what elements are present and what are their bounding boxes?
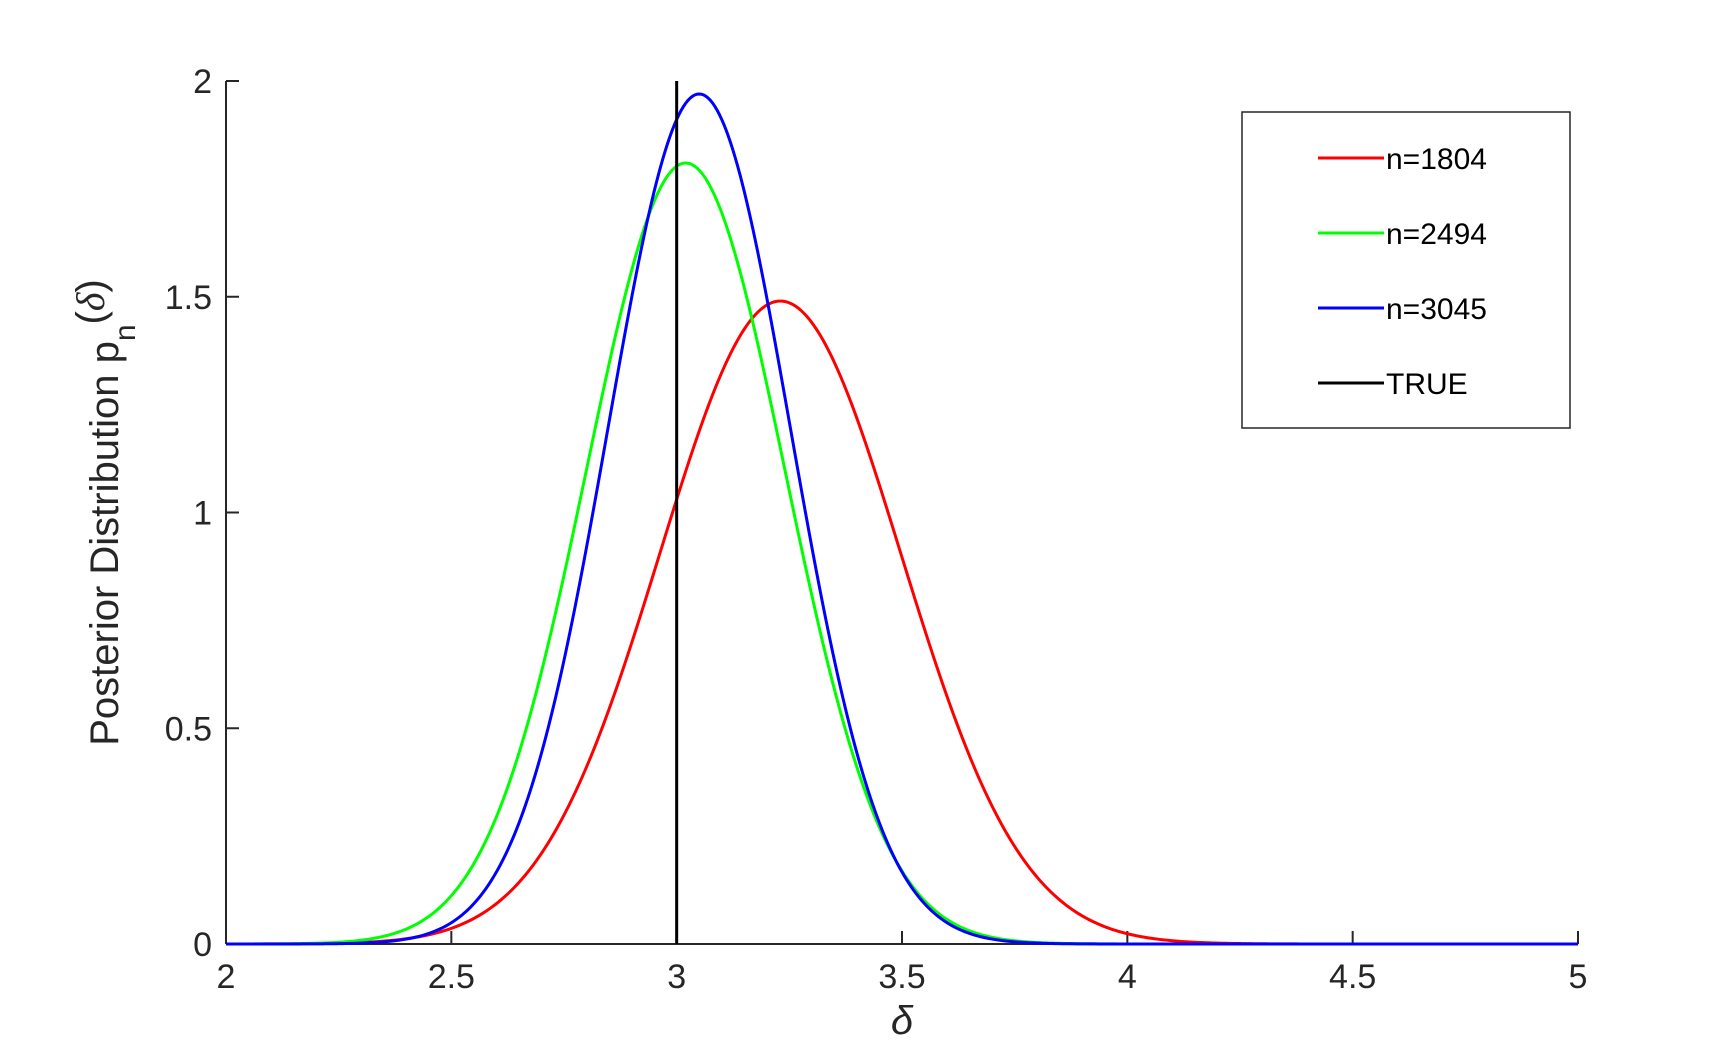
x-tick-label: 3.5	[878, 958, 925, 996]
y-axis-label: Posterior Distribution pn(δ)	[68, 279, 142, 746]
plot-lines	[226, 81, 1578, 946]
y-axis-label-arg-close: )	[69, 279, 113, 292]
x-tick-label: 4.5	[1329, 958, 1376, 996]
y-axis-label-arg-symbol: δ	[68, 291, 113, 311]
y-axis-label-subscript: n	[109, 324, 142, 341]
x-axis-label: δ	[891, 999, 914, 1043]
y-ticks: 0 0.5 1 1.5 2	[165, 63, 239, 964]
legend: n=1804 n=2494 n=3045 TRUE	[1241, 111, 1571, 429]
y-tick-label: 1.5	[165, 279, 212, 317]
y-axis-label-main: Posterior Distribution p	[83, 341, 127, 746]
y-tick-label: 0	[193, 926, 212, 964]
series-line-3	[226, 92, 1578, 946]
y-tick-label: 2	[193, 63, 212, 101]
axes: 2 2.5 3 3.5 4 4.5 5 0 0.5 1 1.5 2	[165, 63, 1588, 996]
y-axis-label-arg-open: (	[69, 310, 113, 324]
legend-label: n=2494	[1386, 218, 1487, 251]
x-ticks: 2 2.5 3 3.5 4 4.5 5	[217, 931, 1588, 996]
x-tick-label: 2	[217, 958, 236, 996]
x-tick-label: 5	[1569, 958, 1588, 996]
legend-label: n=1804	[1386, 143, 1487, 176]
legend-items: n=1804 n=2494 n=3045 TRUE	[1318, 143, 1487, 401]
y-tick-label: 0.5	[165, 710, 212, 748]
legend-box	[1241, 111, 1571, 429]
x-tick-label: 2.5	[428, 958, 475, 996]
legend-label: TRUE	[1386, 368, 1468, 401]
legend-label: n=3045	[1386, 293, 1487, 326]
y-tick-label: 1	[193, 495, 212, 533]
x-tick-label: 3	[667, 958, 686, 996]
x-tick-label: 4	[1118, 958, 1137, 996]
